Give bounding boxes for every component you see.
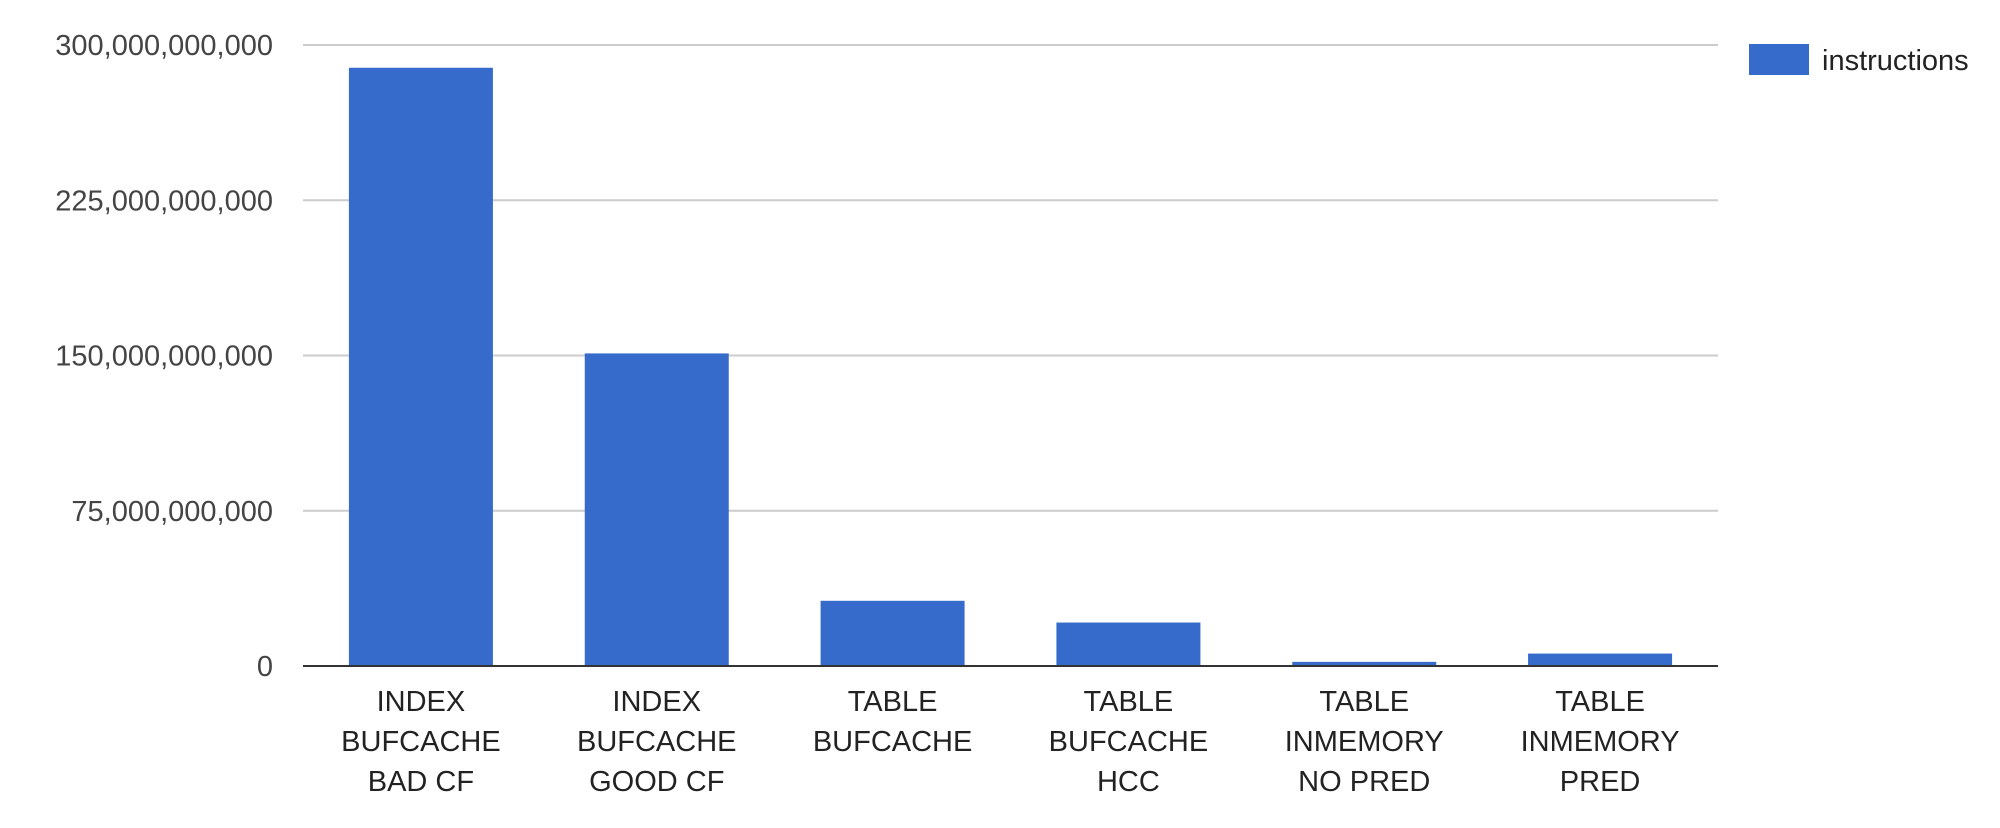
y-tick-label: 0 xyxy=(257,651,273,683)
bar xyxy=(820,600,965,666)
y-axis-tick-labels: 0 75,000,000,000 150,000,000,000 225,000,00… xyxy=(55,30,273,683)
y-tick-label: 225,000,000,000 xyxy=(55,185,273,217)
y-tick-label: 150,000,000,000 xyxy=(55,341,273,373)
legend-swatch-instructions xyxy=(1749,44,1809,75)
legend: instructions xyxy=(1749,44,1969,77)
bar xyxy=(584,353,729,666)
bars xyxy=(348,67,1673,666)
gridlines xyxy=(303,44,1718,512)
x-category-label: TABLE INMEMORY PRED xyxy=(1521,686,1680,798)
bar xyxy=(348,67,493,666)
x-category-label: INDEX BUFCACHE BAD CF xyxy=(341,686,501,798)
legend-label-instructions: instructions xyxy=(1822,45,1969,77)
bar xyxy=(1292,661,1437,666)
x-axis-category-labels: INDEX BUFCACHE BAD CF INDEX BUFCACHE GOOD CF T… xyxy=(341,686,1679,798)
bar xyxy=(1056,622,1201,666)
x-category-label: TABLE INMEMORY NO PRED xyxy=(1285,686,1444,798)
x-category-label: TABLE BUFCACHE HCC xyxy=(1049,686,1209,798)
y-tick-label: 300,000,000,000 xyxy=(55,30,273,62)
y-tick-label: 75,000,000,000 xyxy=(71,496,273,528)
x-category-label: TABLE BUFCACHE xyxy=(813,686,973,758)
bar xyxy=(1528,653,1673,666)
x-category-label: INDEX BUFCACHE GOOD CF xyxy=(577,686,737,798)
